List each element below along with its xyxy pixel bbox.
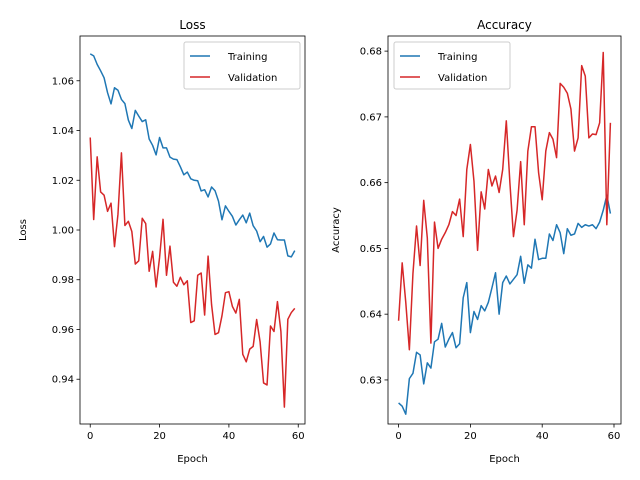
accuracy-legend-training-label: Training: [437, 52, 477, 63]
loss-x-ticks: 0 20 40 60: [87, 424, 305, 442]
loss-x-tick-label: 0: [87, 431, 93, 442]
loss-x-tick-label: 60: [292, 431, 305, 442]
accuracy-x-axis-label: Epoch: [489, 454, 520, 465]
loss-chart-title: Loss: [179, 18, 205, 32]
accuracy-subplot: Accuracy 0 20 40 60 0.630.640.650.660.670.6…: [331, 18, 622, 465]
loss-training-line: [89, 53, 296, 258]
accuracy-legend: Training Validation: [393, 41, 511, 90]
loss-y-tick-label: 0.98: [52, 275, 74, 286]
accuracy-y-tick-label: 0.66: [360, 178, 382, 189]
accuracy-x-tick-label: 40: [536, 431, 549, 442]
loss-y-tick-label: 0.94: [52, 375, 74, 386]
loss-x-tick-label: 40: [223, 431, 236, 442]
accuracy-legend-validation-label: Validation: [438, 73, 487, 84]
loss-legend-box: [183, 41, 301, 90]
loss-legend: Training Validation: [183, 41, 301, 90]
accuracy-x-tick-label: 60: [608, 431, 621, 442]
loss-x-axis-label: Epoch: [177, 454, 208, 465]
loss-y-tick-label: 1.06: [52, 76, 74, 87]
loss-x-tick-label: 20: [153, 431, 166, 442]
accuracy-training-line: [398, 194, 612, 415]
loss-y-tick-label: 1.02: [52, 176, 74, 187]
accuracy-x-tick-label: 20: [464, 431, 477, 442]
accuracy-y-ticks: 0.63 0.64 0.65 0.66 0.67 0.68: [360, 47, 388, 386]
accuracy-y-tick-label: 0.67: [360, 112, 382, 123]
loss-y-tick-label: 1.00: [52, 226, 74, 237]
loss-validation-line: [89, 137, 296, 408]
loss-legend-training-label: Training: [227, 52, 267, 63]
loss-y-ticks: 0.94 0.96 0.98 1.00 1.02 1.04 1.06: [52, 76, 80, 386]
loss-plot-area: [89, 53, 296, 408]
accuracy-y-axis-label: Accuracy: [331, 207, 342, 253]
accuracy-y-tick-label: 0.64: [360, 310, 382, 321]
loss-y-tick-label: 1.04: [52, 126, 74, 137]
accuracy-x-tick-label: 0: [395, 431, 401, 442]
accuracy-chart-title: Accuracy: [477, 18, 532, 32]
loss-legend-validation-label: Validation: [228, 73, 277, 84]
accuracy-plot-area: [397, 51, 612, 415]
accuracy-validation-line: [397, 51, 612, 351]
loss-y-axis-label: Loss: [18, 219, 29, 241]
accuracy-y-tick-label: 0.65: [360, 244, 382, 255]
loss-y-tick-label: 0.96: [52, 325, 74, 336]
accuracy-axes-frame: [387, 35, 622, 425]
accuracy-y-tick-label: 0.68: [360, 47, 382, 58]
loss-subplot: Loss 0 20 40 60 0.94 0.96 0.98 1.00 1.02 1.04 1.0…: [18, 18, 306, 465]
accuracy-x-ticks: 0 20 40 60: [395, 424, 620, 442]
accuracy-legend-box: [393, 41, 511, 90]
accuracy-y-tick-label: 0.63: [360, 375, 382, 386]
